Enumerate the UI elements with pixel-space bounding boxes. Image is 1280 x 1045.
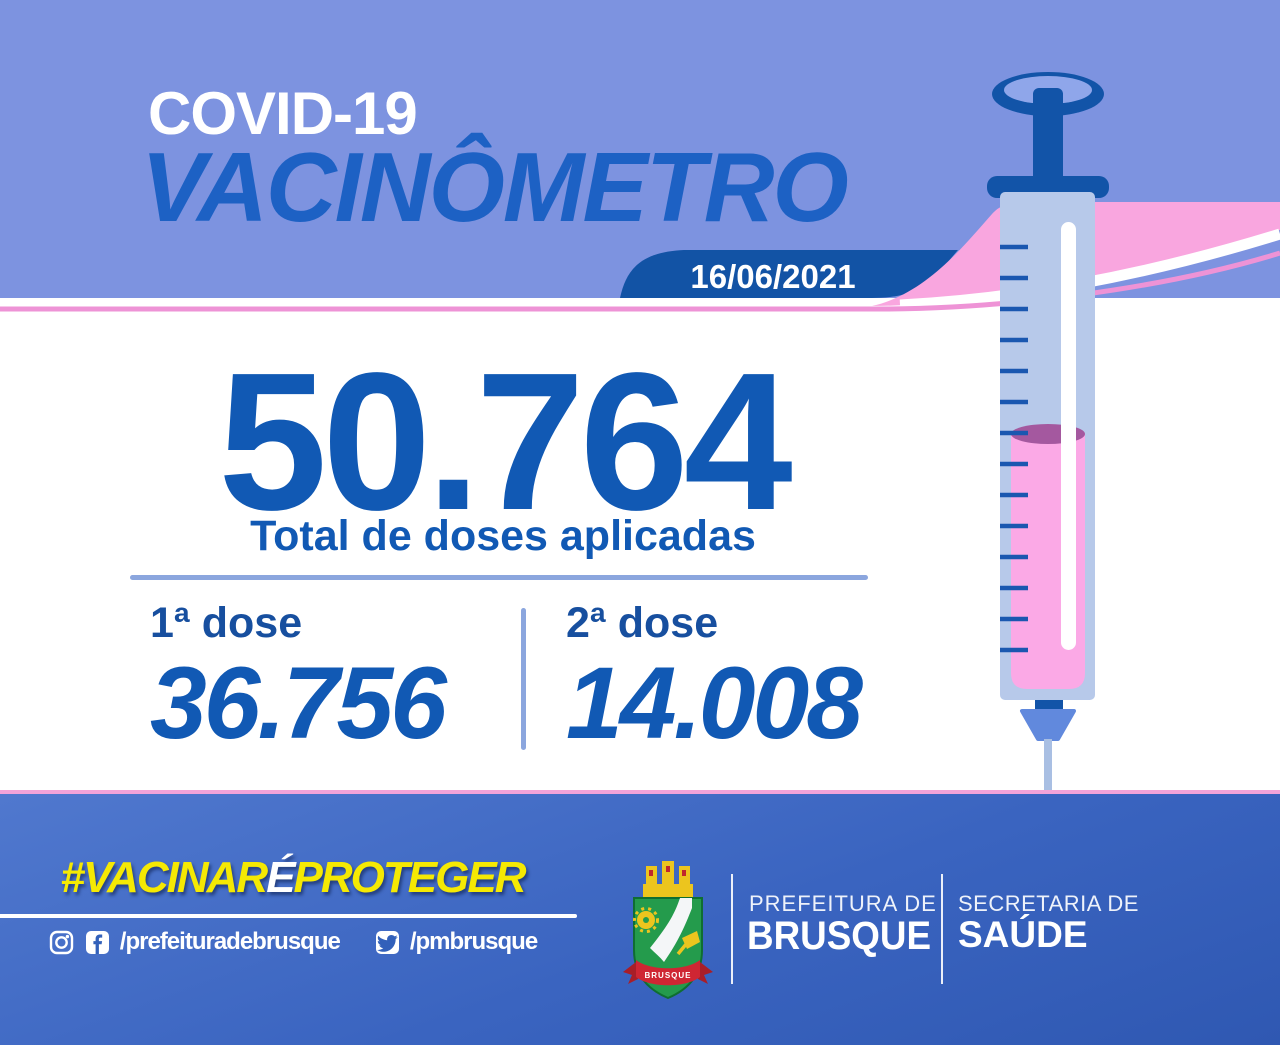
first-dose-value: 36.756 [150,646,447,761]
crest-crown [643,861,693,897]
swoosh-white-stripe [899,228,1280,311]
second-dose-value: 14.008 [566,646,863,761]
footer-pink-strip [0,790,1280,794]
secretaria-de-label: SECRETARIA DE [958,891,1139,916]
vertical-divider [521,608,526,750]
crest-ribbon: BRUSQUE [623,960,713,986]
hashtag-part3: PROTEGER [293,853,527,902]
crest-caption: BRUSQUE [644,971,691,980]
instagram-icon[interactable] [48,929,75,956]
horizontal-divider [130,575,868,580]
second-dose-label: 2ª dose [566,599,719,647]
prefeitura-social-handle[interactable]: /prefeituradebrusque [119,928,341,955]
total-doses-value: 50.764 [218,332,792,551]
second-dose-block: 2ª dose 14.008 [566,599,863,761]
org-divider-1 [731,874,733,984]
footer-divider-line [0,914,577,918]
hashtag-part1: #VACINAR [60,853,269,902]
twitter-icon[interactable] [374,929,401,956]
crest-river-band [650,898,692,962]
first-dose-block: 1ª dose 36.756 [150,599,447,761]
date-badge: 16/06/2021 [690,258,856,295]
brusque-label: BRUSQUE [747,914,932,958]
crest-gear [633,907,659,933]
saude-label: SAÚDE [958,914,1088,955]
brusque-crest: BRUSQUE [623,861,713,1000]
page-title: VACINÔMETRO [141,132,849,242]
campaign-hashtag: #VACINARÉPROTEGER [0,856,585,900]
syringe-illustration [987,72,1109,791]
covid19-kicker: COVID-19 [148,80,418,147]
crest-axe [676,931,700,956]
prefeitura-de-label: PREFEITURA DE [749,891,937,916]
first-dose-label: 1ª dose [150,599,303,647]
total-doses-label: Total de doses aplicadas [250,512,756,560]
footer-bar: #VACINARÉPROTEGER /prefeituradebrusque / [0,790,1280,1045]
pm-social-handle[interactable]: /pmbrusque [409,928,538,955]
facebook-icon[interactable] [84,929,111,956]
org-divider-2 [941,874,943,984]
social-media-row: /prefeituradebrusque /pmbrusque [0,928,585,956]
hashtag-part2: É [266,853,295,902]
date-badge-shape [620,250,958,298]
syringe-scale-ticks [1000,244,1028,653]
